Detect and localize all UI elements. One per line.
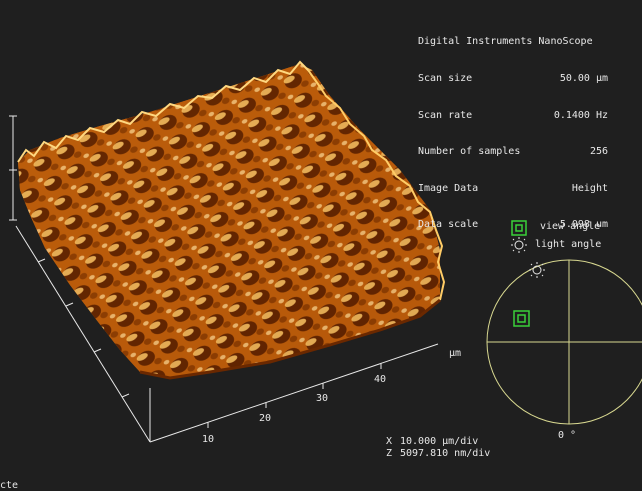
light-angle-label[interactable]: light angle	[535, 239, 602, 250]
x-tick-label: 30	[316, 393, 329, 404]
z-scale-readout: Z 5097.810 nm/div	[386, 448, 490, 459]
x-scale-value: 10.000 µm/div	[400, 436, 479, 447]
y-axis	[15, 225, 151, 443]
sun-icon	[511, 237, 527, 253]
info-label: Scan size	[418, 73, 473, 84]
info-row-data-scale: Data scale 5.098 um	[418, 219, 608, 231]
axis-unit-label: µm	[449, 348, 462, 359]
z-scale-bar	[9, 115, 17, 221]
view-angle-marker-icon[interactable]	[513, 310, 530, 327]
info-label: Number of samples	[418, 146, 521, 158]
rotation-label: 0 °	[558, 430, 577, 441]
instrument-title: Digital Instruments NanoScope	[418, 36, 593, 48]
x-scale-readout: X 10.000 µm/div	[386, 436, 478, 447]
x-tick-label: 20	[259, 413, 272, 424]
info-label: Scan rate	[418, 109, 473, 121]
z-axis-letter: Z	[386, 448, 393, 459]
status-text: cte	[0, 480, 19, 491]
view-angle-label[interactable]: view angle	[540, 221, 601, 232]
info-row-samples: Number of samples 256	[418, 146, 608, 158]
info-label: Data scale	[418, 219, 479, 231]
info-value: Height	[571, 182, 608, 194]
info-row-image-data: Image Data Height	[418, 183, 608, 195]
scan-info-panel: Digital Instruments NanoScope Scan size …	[418, 12, 608, 256]
orientation-circle	[486, 259, 642, 425]
light-angle-marker-icon[interactable]	[529, 262, 545, 278]
info-value: 0.1400 Hz	[553, 109, 608, 121]
info-value: 256	[589, 146, 608, 158]
afm-surface	[17, 60, 446, 380]
x-axis	[149, 343, 439, 443]
info-value: 50.00 µm	[559, 73, 608, 84]
square-target-icon	[511, 220, 527, 236]
z-scale-value: 5097.810 nm/div	[400, 448, 491, 459]
info-row-scan-rate: Scan rate 0.1400 Hz	[418, 110, 608, 122]
x-tick-label: 40	[374, 374, 387, 385]
info-value: 5.098 um	[559, 219, 608, 231]
x-tick-label: 10	[202, 434, 215, 445]
info-label: Image Data	[418, 182, 479, 194]
info-row-scan-size: Scan size 50.00 µm	[418, 73, 608, 85]
x-axis-letter: X	[386, 436, 393, 447]
